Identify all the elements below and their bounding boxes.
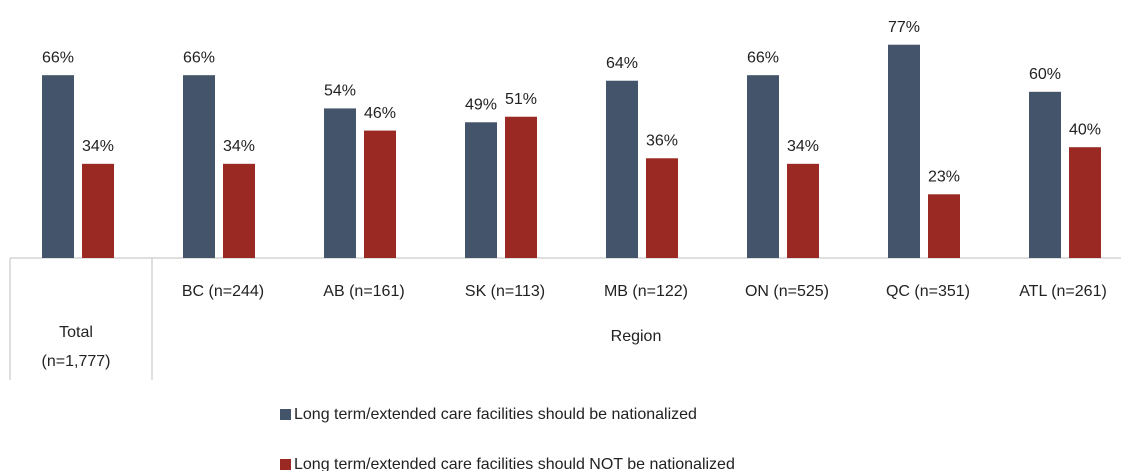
value-label: 23% (928, 169, 960, 186)
value-label: 34% (223, 138, 255, 155)
value-label: 66% (42, 49, 74, 66)
bar (1029, 91, 1061, 258)
x-tick-label: ATL (n=261) (1019, 283, 1107, 300)
x-tick-label: BC (n=244) (182, 283, 264, 300)
bar (928, 194, 960, 258)
legend-swatch (280, 409, 291, 420)
bar (888, 44, 920, 259)
x-tick-label: AB (n=161) (323, 283, 404, 300)
x-tick-label: MB (n=122) (604, 283, 688, 300)
bar (787, 163, 819, 258)
group-label: Region (611, 328, 662, 345)
value-label: 49% (465, 96, 497, 113)
bar (223, 163, 255, 258)
x-tick-label: SK (n=113) (465, 283, 545, 300)
bar (183, 75, 215, 259)
value-label: 40% (1069, 121, 1101, 138)
bar (465, 122, 497, 259)
value-label: 54% (324, 83, 356, 100)
x-tick-label: QC (n=351) (886, 283, 970, 300)
value-label: 66% (183, 49, 215, 66)
bar (82, 163, 114, 258)
value-label: 66% (747, 49, 779, 66)
value-label: 36% (646, 132, 678, 149)
legend-swatch (280, 459, 291, 470)
bar (42, 75, 74, 259)
bar (747, 75, 779, 259)
bar (324, 108, 356, 258)
legend-label: Long term/extended care facilities shoul… (294, 456, 735, 471)
bar (364, 130, 396, 258)
bar (1069, 147, 1101, 258)
value-label: 64% (606, 55, 638, 72)
bar (646, 158, 678, 258)
value-label: 60% (1029, 66, 1061, 83)
bar (505, 116, 537, 258)
x-tick-label: Total (n=1,777) (42, 324, 111, 370)
legend-label: Long term/extended care facilities shoul… (294, 406, 697, 423)
x-tick-label: ON (n=525) (745, 283, 829, 300)
value-label: 51% (505, 91, 537, 108)
value-label: 77% (888, 19, 920, 36)
value-label: 34% (787, 138, 819, 155)
value-label: 34% (82, 138, 114, 155)
value-label: 46% (364, 105, 396, 122)
bar (606, 80, 638, 258)
